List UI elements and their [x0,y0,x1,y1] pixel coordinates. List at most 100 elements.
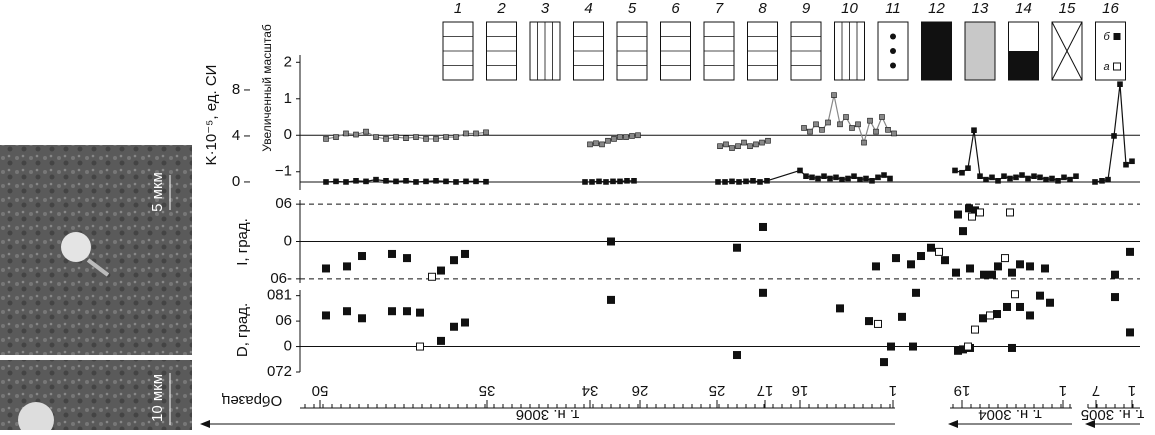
point [403,135,409,141]
point [1129,158,1135,165]
point [759,139,765,146]
point [898,312,906,321]
sample-label: 50 [312,382,329,399]
legend-box [964,21,996,81]
sample-label: 35 [479,382,496,399]
legend-label: 3 [541,0,550,17]
point [624,178,630,184]
point [1117,81,1123,88]
point [413,179,419,185]
legend-label: 12 [928,0,945,17]
point [1123,161,1129,168]
point [1036,291,1044,300]
point [941,256,949,265]
point [736,179,742,185]
point [880,358,888,367]
point [954,210,962,219]
point [358,252,366,261]
point [463,178,469,185]
point [917,252,925,261]
point [423,178,429,185]
legend-label: 10 [841,0,858,17]
point [373,176,379,183]
point [815,175,821,182]
point [741,139,747,146]
point [801,125,807,131]
point [437,336,445,345]
point [413,134,419,140]
legend-label: 6 [671,0,680,17]
point [322,264,330,273]
y-tick-label: 06 [275,195,292,212]
point [1016,260,1024,269]
point [757,179,763,185]
y-label: I, град. [234,218,251,266]
zoom-label: Увеличенный масштаб [260,24,274,152]
point [993,310,1001,319]
sample-label: 1 [1059,382,1067,399]
point [867,117,873,124]
y-tick-label: 06 [275,312,292,329]
point [966,264,974,273]
point [596,178,602,185]
point [343,179,349,185]
point [605,137,611,144]
point [885,126,891,133]
legend-label: 13 [972,0,989,17]
point [1126,328,1134,337]
legend-label: 7 [715,0,724,17]
point [358,314,366,323]
arrow-head [948,420,958,428]
point [892,254,900,263]
point [743,178,749,185]
point [393,134,399,140]
point [976,208,984,217]
point [1055,178,1061,184]
point [965,165,971,171]
point [416,308,424,317]
sample-label: 16 [792,382,809,399]
point [831,92,837,98]
point [821,173,827,180]
point [907,260,915,269]
legend-mark [1113,33,1121,40]
point [631,178,637,184]
point [1026,262,1034,271]
point [617,178,623,185]
scale-label: 5 мкм [149,172,166,212]
point [610,178,616,185]
point [879,114,885,120]
point [733,351,741,360]
point [874,319,882,328]
sample-label: 17 [757,382,774,399]
point [388,249,396,258]
point [383,178,389,184]
legend-dot [890,48,896,54]
arrow-head [200,420,210,428]
point [833,174,839,181]
point [869,178,875,184]
point [980,270,988,279]
point [593,140,599,147]
point [722,179,728,185]
sample-label: 1 [1128,382,1136,399]
point [1041,264,1049,273]
point [875,174,881,181]
point [809,174,815,181]
legend-label: 16 [1102,0,1119,17]
point [443,134,449,140]
point [1001,173,1007,180]
legend-dot [890,33,896,40]
legend-box [877,21,909,81]
sample-label: 7 [1092,382,1100,399]
point [735,143,741,150]
point [1061,174,1067,181]
point [607,237,615,246]
point [729,178,735,185]
point [428,272,436,281]
point [1099,178,1105,184]
sphere [18,402,54,435]
point [759,288,767,297]
point [827,175,833,182]
legend-label: 11 [885,0,901,17]
